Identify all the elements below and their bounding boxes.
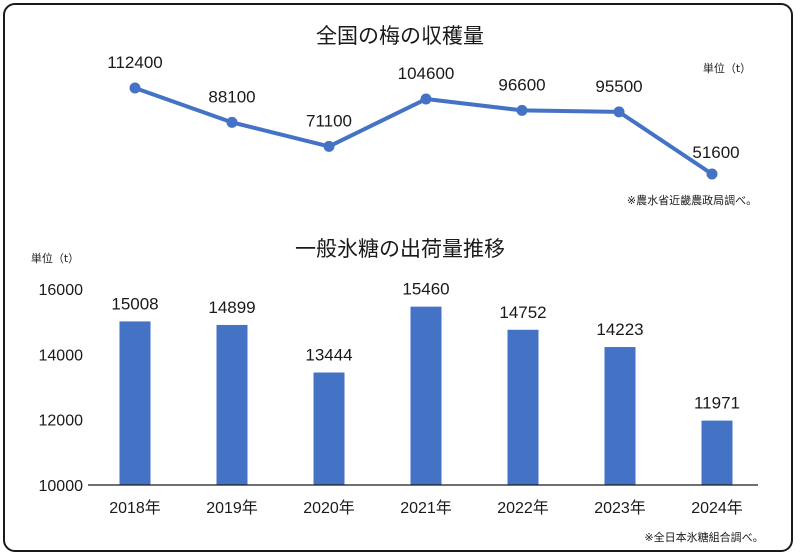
line-chart-unit-label: 単位（t） (703, 61, 751, 75)
line-data-label: 51600 (692, 143, 739, 162)
bar (604, 347, 636, 485)
bar-data-label: 14752 (499, 303, 546, 322)
bar (216, 324, 248, 485)
bar-chart-title: 一般氷糖の出荷量推移 (295, 237, 505, 261)
line-data-label: 71100 (306, 111, 352, 130)
y-tick-label: 16000 (39, 282, 84, 299)
line-data-label: 104600 (398, 64, 455, 83)
bar-chart-unit-label: 単位（t） (31, 251, 79, 265)
line-point (420, 93, 432, 105)
y-tick-label: 14000 (39, 347, 84, 364)
bar (313, 372, 345, 485)
line-point (516, 104, 528, 116)
x-tick-label: 2020年 (303, 499, 355, 517)
bar-data-label: 14223 (596, 320, 643, 339)
bar-data-label: 15008 (111, 294, 158, 313)
line-data-label: 95500 (595, 77, 642, 96)
line-data-label: 88100 (208, 87, 255, 106)
x-tick-label: 2023年 (594, 499, 646, 517)
line-point (226, 116, 238, 128)
bar (701, 420, 733, 485)
bar-data-label: 11971 (694, 394, 740, 413)
x-tick-label: 2018年 (109, 499, 161, 517)
bar-data-label: 14899 (208, 298, 255, 317)
line-point (323, 140, 335, 152)
line-data-label: 112400 (107, 53, 162, 72)
y-tick-label: 10000 (39, 478, 84, 495)
x-tick-label: 2019年 (206, 499, 258, 517)
x-tick-label: 2024年 (691, 499, 743, 517)
line-point (706, 168, 718, 180)
bar-data-label: 15460 (402, 280, 449, 299)
line-chart-title: 全国の梅の収穫量 (316, 24, 484, 48)
bar-data-label: 13444 (305, 345, 352, 364)
line-point (129, 82, 141, 94)
bar (507, 329, 539, 485)
x-tick-label: 2021年 (400, 499, 452, 517)
line-point (613, 106, 625, 118)
bar (410, 306, 442, 485)
bar (119, 321, 151, 485)
line-data-label: 96600 (498, 75, 545, 94)
y-tick-label: 12000 (39, 413, 84, 430)
x-tick-label: 2022年 (497, 499, 549, 517)
line-chart-source-note: ※農水省近畿農政局調べ。 (627, 193, 757, 207)
bar-chart-source-note: ※全日本氷糖組合調べ。 (644, 530, 763, 544)
